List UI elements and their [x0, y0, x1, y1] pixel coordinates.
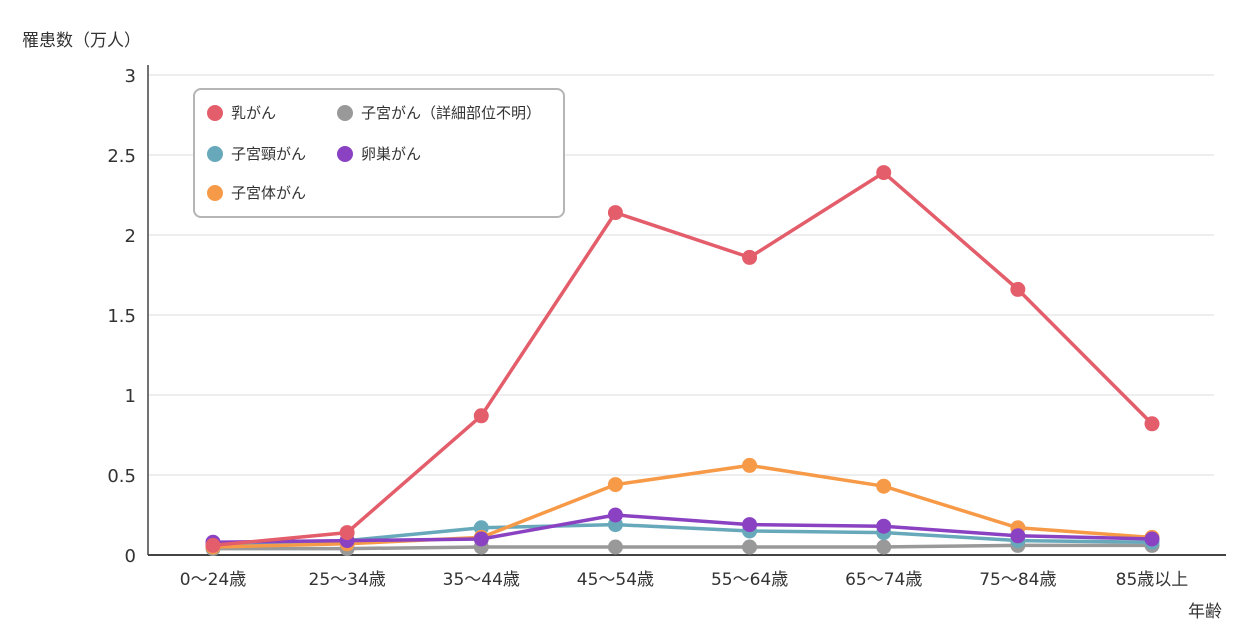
data-point: [1144, 416, 1160, 432]
legend-item-uterus-unspecified: 子宮がん（詳細部位不明）: [337, 102, 541, 123]
data-point: [205, 537, 221, 553]
x-tick-label: 45〜54歳: [577, 570, 654, 590]
data-point: [1010, 528, 1026, 544]
data-point: [742, 539, 758, 555]
data-point: [742, 517, 758, 533]
series-line: [212, 170, 1154, 548]
legend-marker: [207, 145, 223, 162]
x-axis-label: 年齢: [1188, 602, 1222, 622]
x-tick-label: 0〜24歳: [180, 570, 246, 590]
legend-label: 子宮体がん: [231, 184, 307, 202]
legend-marker: [337, 145, 353, 162]
x-tick-label: 35〜44歳: [443, 570, 520, 590]
y-tick-label: 0: [125, 546, 136, 567]
data-point: [742, 457, 758, 473]
legend: 乳がん 子宮がん（詳細部位不明） 子宮頸がん 卵巣がん 子宮体がん: [193, 88, 565, 218]
data-point: [1010, 281, 1026, 297]
x-tick-label: 85歳以上: [1116, 570, 1189, 590]
data-point: [473, 531, 489, 547]
legend-item-cervical: 子宮頸がん: [207, 143, 306, 164]
legend-item-breast: 乳がん: [207, 102, 276, 123]
legend-label: 子宮頸がん: [231, 145, 307, 163]
data-point: [339, 525, 355, 541]
data-point: [1144, 531, 1160, 547]
data-point: [607, 477, 623, 493]
legend-marker: [207, 104, 223, 121]
y-axis-label: 罹患数（万人）: [22, 31, 141, 51]
data-point: [876, 165, 892, 181]
y-tick-label: 1: [125, 386, 136, 407]
series-line: [213, 543, 1152, 551]
series-line: [212, 513, 1153, 544]
legend-item-ovarian: 卵巣がん: [337, 143, 421, 164]
data-point: [473, 408, 489, 424]
data-point: [876, 539, 892, 555]
series-line: [212, 522, 1153, 549]
legend-label: 子宮がん（詳細部位不明）: [361, 104, 542, 122]
y-tick-label: 3: [125, 66, 136, 87]
y-tick-label: 2.5: [107, 146, 136, 167]
legend-label: 乳がん: [231, 104, 277, 122]
data-point: [876, 518, 892, 534]
legend-item-endometrial: 子宮体がん: [207, 182, 306, 203]
series-line: [212, 463, 1153, 549]
legend-label: 卵巣がん: [361, 145, 422, 163]
x-tick-label: 55〜64歳: [711, 570, 788, 590]
legend-marker: [207, 184, 223, 201]
x-tick-label: 65〜74歳: [845, 570, 922, 590]
y-tick-label: 0.5: [107, 466, 136, 487]
x-tick-label: 25〜34歳: [309, 570, 386, 590]
y-tick-label: 2: [125, 226, 136, 247]
data-point: [607, 205, 623, 221]
data-point: [742, 249, 758, 265]
y-tick-label: 1.5: [107, 306, 136, 327]
data-point: [607, 507, 623, 523]
x-tick-label: 75〜84歳: [979, 570, 1056, 590]
data-point: [607, 539, 623, 555]
data-point: [876, 478, 892, 494]
legend-marker: [337, 104, 353, 121]
